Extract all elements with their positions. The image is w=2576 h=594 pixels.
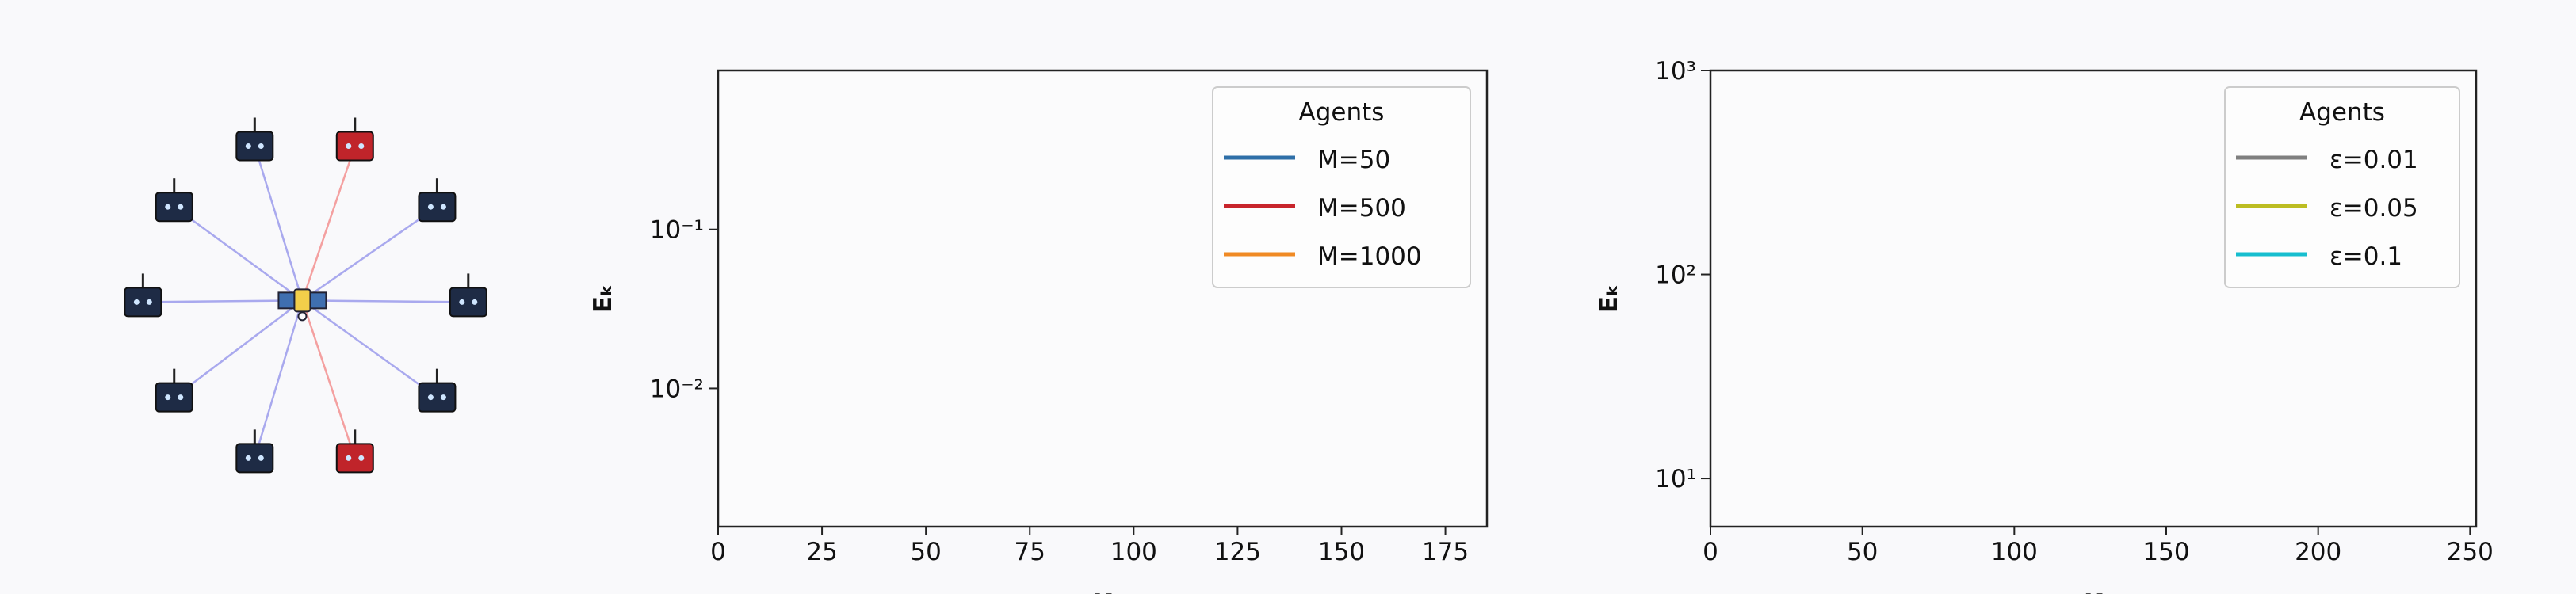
satellite-panel [309,291,327,310]
robot [235,131,274,162]
legend-label: ε=0.1 [2329,242,2402,271]
robot-eye [245,455,251,461]
link [301,206,438,302]
satellite-dish [297,311,308,322]
robot-eye [440,394,446,401]
robot [124,287,162,318]
robot [335,131,374,162]
y-axis-label: Eₖ [589,284,617,313]
legend-label: ε=0.01 [2329,146,2418,174]
x-tick-label: 100 [1991,538,2038,566]
link [173,299,304,398]
link [254,146,304,301]
robot-eye [165,394,171,401]
x-tick-label: 125 [1214,538,1261,566]
link [301,299,356,459]
satellite-panel [277,291,296,310]
robot [235,443,274,474]
robot-eye [459,299,465,305]
legend-label: M=1000 [1317,242,1422,271]
link [301,299,438,398]
robot-eye [258,455,264,461]
robot-eye [133,299,140,305]
x-axis-label: K [2084,589,2104,594]
x-tick-label: 50 [1847,538,1878,566]
robot-eye [472,299,478,305]
y-tick-label: 10⁻² [650,375,704,403]
x-axis-label: K [1093,589,1113,594]
robot-eye [245,143,251,149]
robot [155,382,193,413]
robot-eye [346,455,352,461]
x-tick-label: 0 [1703,538,1718,566]
legend-label: M=50 [1317,146,1390,174]
legend-title: Agents [2299,98,2385,127]
legend-title: Agents [1299,98,1385,127]
x-tick-label: 25 [806,538,837,566]
legend-label: M=500 [1317,194,1406,223]
robot-eye [440,204,446,210]
robot-eye [358,455,365,461]
x-tick-label: 75 [1015,538,1045,566]
x-tick-label: 100 [1110,538,1157,566]
x-tick-label: 0 [710,538,726,566]
x-tick-label: 175 [1422,538,1469,566]
y-axis-label: Eₖ [1595,284,1623,313]
robot-eye [427,394,434,401]
legend-label: ε=0.05 [2329,194,2418,223]
link [301,146,356,301]
robot [418,382,457,413]
x-tick-label: 150 [1318,538,1365,566]
robot [449,287,487,318]
y-tick-label: 10⁻¹ [650,216,704,245]
y-tick-label: 10² [1655,261,1696,290]
robot [335,443,374,474]
robot-eye [178,394,184,401]
robot-eye [146,299,152,305]
x-tick-label: 250 [2447,538,2494,566]
robot [418,192,457,223]
robot-eye [165,204,171,210]
link [254,299,304,459]
y-tick-label: 10³ [1655,57,1696,86]
legend-box [1212,86,1471,288]
satellite-body [293,288,311,313]
robot [155,192,193,223]
y-tick-label: 10¹ [1655,465,1696,493]
robot-eye [427,204,434,210]
robot-eye [178,204,184,210]
robot-eye [258,143,264,149]
robot-eye [358,143,365,149]
link [302,299,468,303]
network-diagram [124,117,487,474]
x-tick-label: 150 [2142,538,2189,566]
robot-eye [346,143,352,149]
legend-box [2224,86,2460,288]
link [174,206,304,302]
link [143,299,303,303]
x-tick-label: 200 [2295,538,2341,566]
x-tick-label: 50 [910,538,941,566]
